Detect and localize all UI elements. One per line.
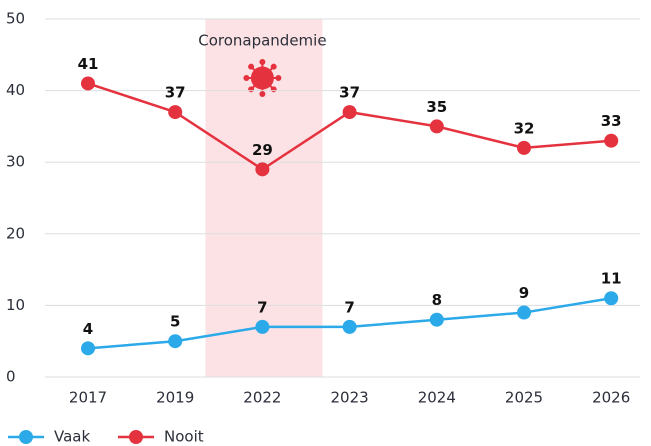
point (81, 76, 95, 91)
point (517, 305, 531, 320)
spike-tip (243, 75, 250, 81)
point (255, 319, 270, 334)
x-tick-label: 2022 (243, 389, 281, 407)
legend-label: Nooit (164, 428, 204, 446)
value-label: 37 (339, 84, 360, 102)
value-label: 7 (257, 298, 267, 316)
point (429, 312, 444, 327)
point (168, 334, 183, 349)
legend-label: Vaak (54, 428, 90, 446)
point (168, 105, 183, 120)
x-tick-label: 2019 (156, 389, 194, 407)
value-label: 33 (601, 112, 622, 130)
value-label: 37 (165, 84, 186, 102)
value-label: 9 (519, 284, 529, 302)
virus-icon (243, 59, 282, 97)
value-label: 5 (170, 313, 180, 331)
point (255, 162, 270, 177)
value-label: 7 (344, 298, 354, 316)
point (342, 105, 357, 120)
legend-marker (129, 430, 143, 444)
value-label: 11 (601, 270, 622, 288)
x-tick-label: 2025 (505, 389, 543, 407)
legend-marker (19, 430, 33, 444)
y-tick-label: 40 (6, 81, 25, 99)
y-tick-label: 0 (6, 368, 16, 386)
y-tick-label: 20 (6, 224, 25, 242)
spike-tip (275, 75, 282, 81)
value-label: 8 (432, 291, 442, 309)
value-label: 4 (83, 320, 93, 338)
point (81, 341, 95, 356)
point (517, 140, 531, 155)
point (604, 291, 619, 306)
x-tick-label: 2023 (331, 389, 369, 407)
point (429, 119, 444, 134)
point (342, 319, 357, 334)
value-label: 41 (78, 55, 99, 73)
y-tick-label: 10 (6, 296, 25, 314)
virus-body (250, 66, 274, 90)
x-tick-label: 2017 (69, 389, 107, 407)
y-tick-label: 50 (6, 10, 25, 28)
spike-tip (248, 63, 255, 70)
value-label: 29 (252, 141, 273, 159)
annotation: Coronapandemie (198, 32, 326, 50)
y-tick-label: 30 (6, 153, 25, 171)
value-label: 35 (426, 98, 447, 116)
point (604, 133, 619, 148)
spike-tip (259, 91, 266, 97)
spike-tip (270, 63, 277, 70)
x-tick-label: 2026 (592, 389, 630, 407)
spike-tip (259, 59, 266, 65)
value-label: 32 (514, 119, 535, 137)
x-tick-label: 2024 (418, 389, 456, 407)
